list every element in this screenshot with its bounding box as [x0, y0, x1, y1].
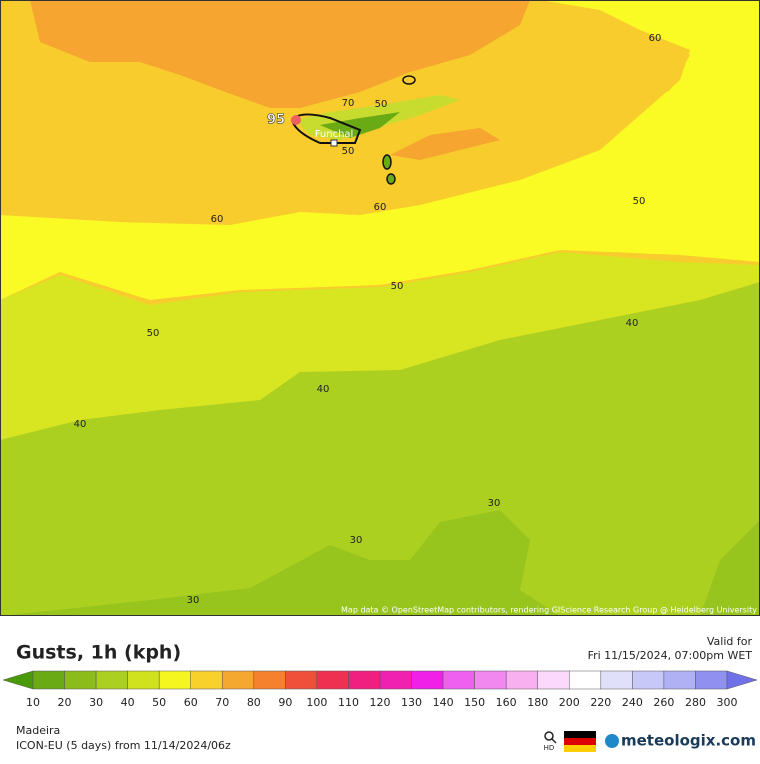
field-40-50: [0, 252, 760, 440]
colorbar-label: 90: [278, 696, 292, 709]
flag: [564, 731, 596, 752]
weather-map: Funchal 95 60 70 50 50 60 60 50 50 50 40 40 40 30 30 3…: [0, 0, 760, 616]
colorbar-cell: [379, 670, 412, 690]
contour-label: 50: [375, 99, 388, 110]
colorbar-cell: [569, 670, 602, 690]
brand-name[interactable]: meteologix.com: [621, 732, 756, 750]
colorbar-label: 180: [527, 696, 548, 709]
colorbar-cell: [505, 670, 538, 690]
island: [386, 173, 396, 185]
colorbar-cell: [695, 670, 728, 690]
colorbar-cell: [411, 670, 444, 690]
colorbar-label: 50: [152, 696, 166, 709]
contour-label: 50: [147, 328, 160, 339]
colorbar-cell: [253, 670, 286, 690]
colorbar-label: 150: [464, 696, 485, 709]
colorbar: 10 20 30 40 50 60 70 80 90 100 110 120 130 140 150 160 1…: [2, 670, 758, 709]
attribution: Map data © OpenStreetMap contributors, r…: [341, 606, 757, 615]
contour-label: 50: [342, 146, 355, 157]
brand[interactable]: meteologix.com: [605, 732, 756, 750]
island: [382, 154, 392, 170]
field-50-60: [0, 0, 760, 300]
colorbar-label: 120: [370, 696, 391, 709]
region: Madeira: [16, 724, 60, 737]
contour-label: 60: [649, 33, 662, 44]
model-run: ICON-EU (5 days) from 11/14/2024/06z: [16, 739, 231, 752]
colorbar-cell: [95, 670, 128, 690]
colorbar-label: 20: [58, 696, 72, 709]
colorbar-label: 260: [653, 696, 674, 709]
colorbar-cell: [632, 670, 665, 690]
colorbar-cell: [158, 670, 191, 690]
colorbar-cell: [32, 670, 65, 690]
colorbar-label: 200: [559, 696, 580, 709]
contour-labels: 60 70 50 50 60 60 50 50 50 40 40 40 30 30 30: [74, 33, 662, 606]
city-marker: [330, 139, 338, 147]
colorbar-label: 300: [717, 696, 738, 709]
colorbar-cell: [348, 670, 381, 690]
colorbar-label: 130: [401, 696, 422, 709]
contour-label: 50: [633, 196, 646, 207]
colorbar-cell: [663, 670, 696, 690]
field-20-30: [700, 520, 760, 616]
colorbar-label: 100: [306, 696, 327, 709]
field-70-80: [30, 0, 530, 108]
contour-label: 40: [626, 318, 639, 329]
contour-label: 40: [317, 384, 330, 395]
title: Gusts, 1h (kph): [16, 642, 181, 664]
contour-label: 50: [391, 281, 404, 292]
colorbar-label: 10: [26, 696, 40, 709]
colorbar-cell: [222, 670, 255, 690]
contour-label: 40: [74, 419, 87, 430]
contour-label: 30: [187, 595, 200, 606]
colorbar-label: 80: [247, 696, 261, 709]
contour-label: 60: [374, 202, 387, 213]
colorbar-cell: [285, 670, 318, 690]
max-label: 95: [267, 113, 285, 128]
colorbar-label: 30: [89, 696, 103, 709]
colorbar-cell: [474, 670, 507, 690]
colorbar-label: 140: [433, 696, 454, 709]
colorbar-label: 110: [338, 696, 359, 709]
colorbar-label: 60: [184, 696, 198, 709]
colorbar-cell: [537, 670, 570, 690]
contour-label: 70: [342, 98, 355, 109]
colorbar-cell: [316, 670, 349, 690]
contour-90: [402, 75, 416, 85]
colorbar-label: 240: [622, 696, 643, 709]
contour-label: 30: [488, 498, 501, 509]
colorbar-label: 220: [590, 696, 611, 709]
hd-icon: HD: [544, 731, 557, 752]
contour-label: 60: [211, 214, 224, 225]
field-60-70: [290, 35, 690, 215]
field-70-80: [390, 128, 500, 160]
field-30-40: [0, 282, 760, 616]
contour-label: 30: [350, 535, 363, 546]
hd-label: HD: [544, 744, 555, 752]
valid-time: Fri 11/15/2024, 07:00pm WET: [588, 649, 753, 662]
colorbar-end: [2, 670, 34, 690]
island-core: [320, 112, 400, 138]
colorbar-label: 160: [496, 696, 517, 709]
colorbar-cell: [64, 670, 97, 690]
colorbar-label: 280: [685, 696, 706, 709]
colorbar-cell: [190, 670, 223, 690]
colorbar-label: 40: [121, 696, 135, 709]
max-spot: [291, 115, 301, 125]
field-20-30: [0, 510, 560, 616]
colorbar-cell: [127, 670, 160, 690]
colorbar-cell: [600, 670, 633, 690]
colorbar-cell: [442, 670, 475, 690]
valid-label: Valid for: [707, 635, 753, 648]
colorbar-label: 70: [215, 696, 229, 709]
contour-90: [290, 113, 362, 144]
city-label: Funchal: [315, 129, 354, 140]
colorbar-end: [726, 670, 758, 690]
